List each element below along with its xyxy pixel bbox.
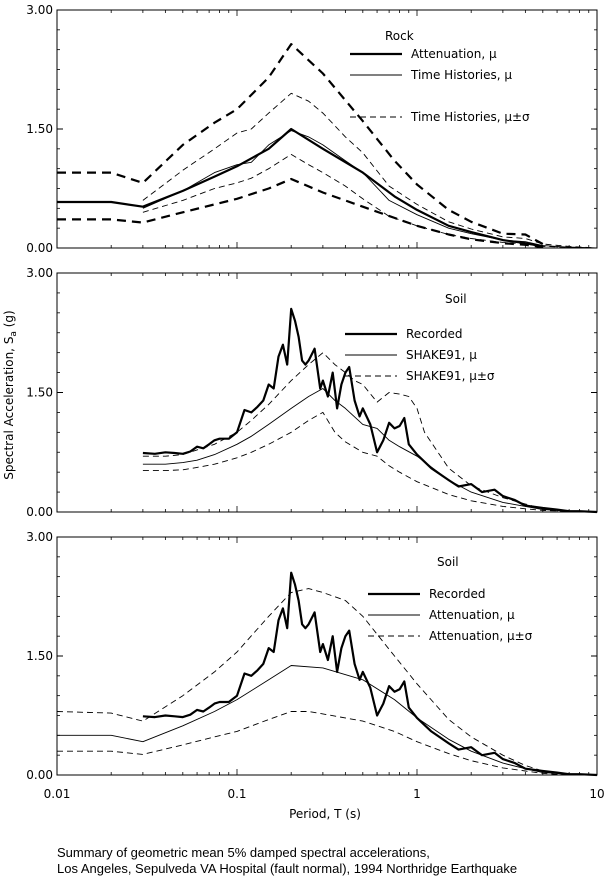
series-line xyxy=(142,92,598,249)
y-tick-label: 3.00 xyxy=(26,530,53,544)
y-tick-label: 3.00 xyxy=(26,3,53,17)
legend-label: Attenuation, μ±σ xyxy=(429,629,533,643)
y-tick-label: 0.00 xyxy=(26,241,53,255)
y-tick-label: 1.50 xyxy=(26,649,53,663)
series-line xyxy=(142,388,598,513)
series-line xyxy=(56,588,598,776)
legend-label: SHAKE91, μ±σ xyxy=(406,369,495,383)
legend-label: Recorded xyxy=(429,587,485,601)
plot-frame xyxy=(56,9,598,249)
series-line xyxy=(142,411,598,513)
legend-title: Soil xyxy=(437,555,459,569)
chart-panels: 0.00 1.50 3.00 Rock Attenuation, μ Time Histo… xyxy=(26,3,604,801)
x-tick-label: 0.01 xyxy=(44,787,71,801)
series-line xyxy=(142,153,598,249)
x-tick-label: 1 xyxy=(413,787,421,801)
x-axis-label: Period, T (s) xyxy=(289,807,361,821)
legend-label: Time Histories, μ xyxy=(410,68,512,82)
legend-label: SHAKE91, μ xyxy=(406,348,477,362)
legend-label: Attenuation, μ xyxy=(429,608,515,622)
series-line xyxy=(142,130,598,249)
series-line xyxy=(142,307,598,514)
series-line xyxy=(57,127,543,248)
x-tick-label: 0.1 xyxy=(227,787,246,801)
legend-label: Time Histories, μ±σ xyxy=(410,110,530,124)
series-line xyxy=(57,711,597,776)
series-line xyxy=(57,43,544,245)
y-tick-label: 1.50 xyxy=(26,122,53,136)
caption-line-2: Los Angeles, Sepulveda VA Hospital (faul… xyxy=(57,861,518,876)
legend-title: Rock xyxy=(385,29,414,43)
legend-title: Soil xyxy=(445,292,467,306)
chart-panel-2: 0.00 1.50 3.00 Soil Recorded SHAKE91, μ SHAKE9… xyxy=(26,266,598,519)
y-tick-label: 0.00 xyxy=(26,768,53,782)
series-line xyxy=(57,665,598,776)
series-line xyxy=(142,571,598,777)
series-line xyxy=(142,352,598,513)
legend-label: Recorded xyxy=(406,327,462,341)
legend-label: Attenuation, μ xyxy=(411,47,497,61)
caption-line-1: Summary of geometric mean 5% damped spec… xyxy=(57,845,430,860)
chart-panel-3: 0.00 1.50 3.00 Soil Recorded Attenuation, μ At… xyxy=(26,530,598,782)
y-tick-label: 3.00 xyxy=(26,266,53,280)
y-axis-label: Spectral Acceleration, Sa (g) xyxy=(2,310,19,479)
chart-panel-1: 0.00 1.50 3.00 Rock Attenuation, μ Time Histo… xyxy=(26,3,598,255)
x-tick-label: 10 xyxy=(589,787,604,801)
y-tick-label: 0.00 xyxy=(26,505,53,519)
y-tick-label: 1.50 xyxy=(26,386,53,400)
figure-caption: Summary of geometric mean 5% damped spec… xyxy=(57,845,609,877)
series-line xyxy=(57,177,543,249)
